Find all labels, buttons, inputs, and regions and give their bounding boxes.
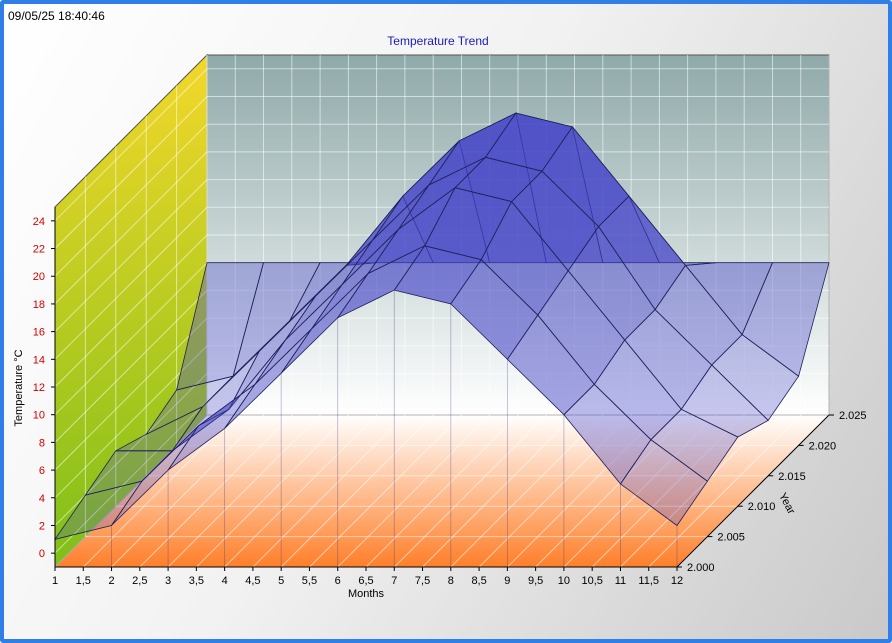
grid-line-z (176, 85, 799, 446)
x-tick-label: 3,5 (189, 575, 204, 587)
y-axis-label: Temperature °C (13, 349, 25, 426)
z-tick-label: 2.000 (687, 562, 715, 574)
x-tick-label: 6 (335, 575, 341, 587)
y-tick-label: 4 (39, 493, 45, 505)
x-tick-label: 5,5 (302, 575, 317, 587)
y-tick-label: 20 (33, 271, 45, 283)
z-tick-label: 2.025 (839, 410, 867, 422)
z-tick-label: 2.020 (809, 440, 837, 452)
x-tick-label: 8,5 (471, 575, 486, 587)
x-tick-label: 11 (615, 575, 626, 587)
y-tick-label: 22 (33, 244, 45, 256)
y-tick-label: 18 (33, 299, 45, 311)
x-tick-label: 6,5 (358, 575, 373, 587)
y-tick-label: 12 (33, 382, 45, 394)
y-tick-label: 10 (33, 410, 45, 422)
x-tick-label: 5 (278, 575, 284, 587)
y-tick-label: 2 (39, 520, 45, 532)
grid-line-z (115, 146, 738, 507)
z-axis-line (676, 414, 830, 568)
y-tick-label: 24 (33, 216, 45, 228)
x-tick-label: 3 (165, 575, 171, 587)
z-tick-label: 2.010 (748, 501, 776, 513)
chart-title: Temperature Trend (387, 34, 488, 48)
axes: 1 1,5 2 2,5 3 3,5 4 4,5 5 5,5 6 6,5 7 7,5 8 8,5 9 9,5 10 10… (33, 207, 867, 587)
x-tick-label: 4 (222, 575, 228, 587)
z-tick-label: 2.015 (778, 471, 806, 483)
y-tick-label: 8 (39, 437, 45, 449)
grid-line-z (206, 55, 829, 416)
y-tick-label: 16 (33, 327, 45, 339)
y-tick-label: 14 (33, 354, 45, 366)
data-surface (54, 112, 830, 567)
x-tick-label: 10 (558, 575, 570, 587)
z-axis-label: Year (776, 491, 797, 517)
x-tick-label: 10,5 (581, 575, 602, 587)
x-tick-label: 8 (448, 575, 454, 587)
x-axis-label: Months (348, 588, 385, 600)
x-tick-label: 1,5 (76, 575, 91, 587)
surface-patch (619, 439, 708, 527)
x-tick-label: 1 (52, 575, 58, 587)
x-tick-label: 2 (108, 575, 114, 587)
grid-line-z (145, 115, 769, 477)
x-tick-label: 12 (671, 575, 683, 587)
x-tick-label: 7 (391, 575, 397, 587)
z-tick-label: 2.005 (717, 532, 745, 544)
x-tick-label: 9,5 (528, 575, 543, 587)
x-tick-label: 4,5 (245, 575, 260, 587)
x-tick-label: 11,5 (638, 575, 659, 587)
y-tick-label: 6 (39, 465, 45, 477)
x-tick-label: 9 (504, 575, 510, 587)
grid-line-z (84, 176, 708, 538)
x-tick-label: 2,5 (132, 575, 147, 587)
x-tick-label: 7,5 (415, 575, 430, 587)
timestamp: 09/05/25 18:40:46 (8, 9, 105, 23)
y-tick-label: 0 (39, 548, 45, 560)
